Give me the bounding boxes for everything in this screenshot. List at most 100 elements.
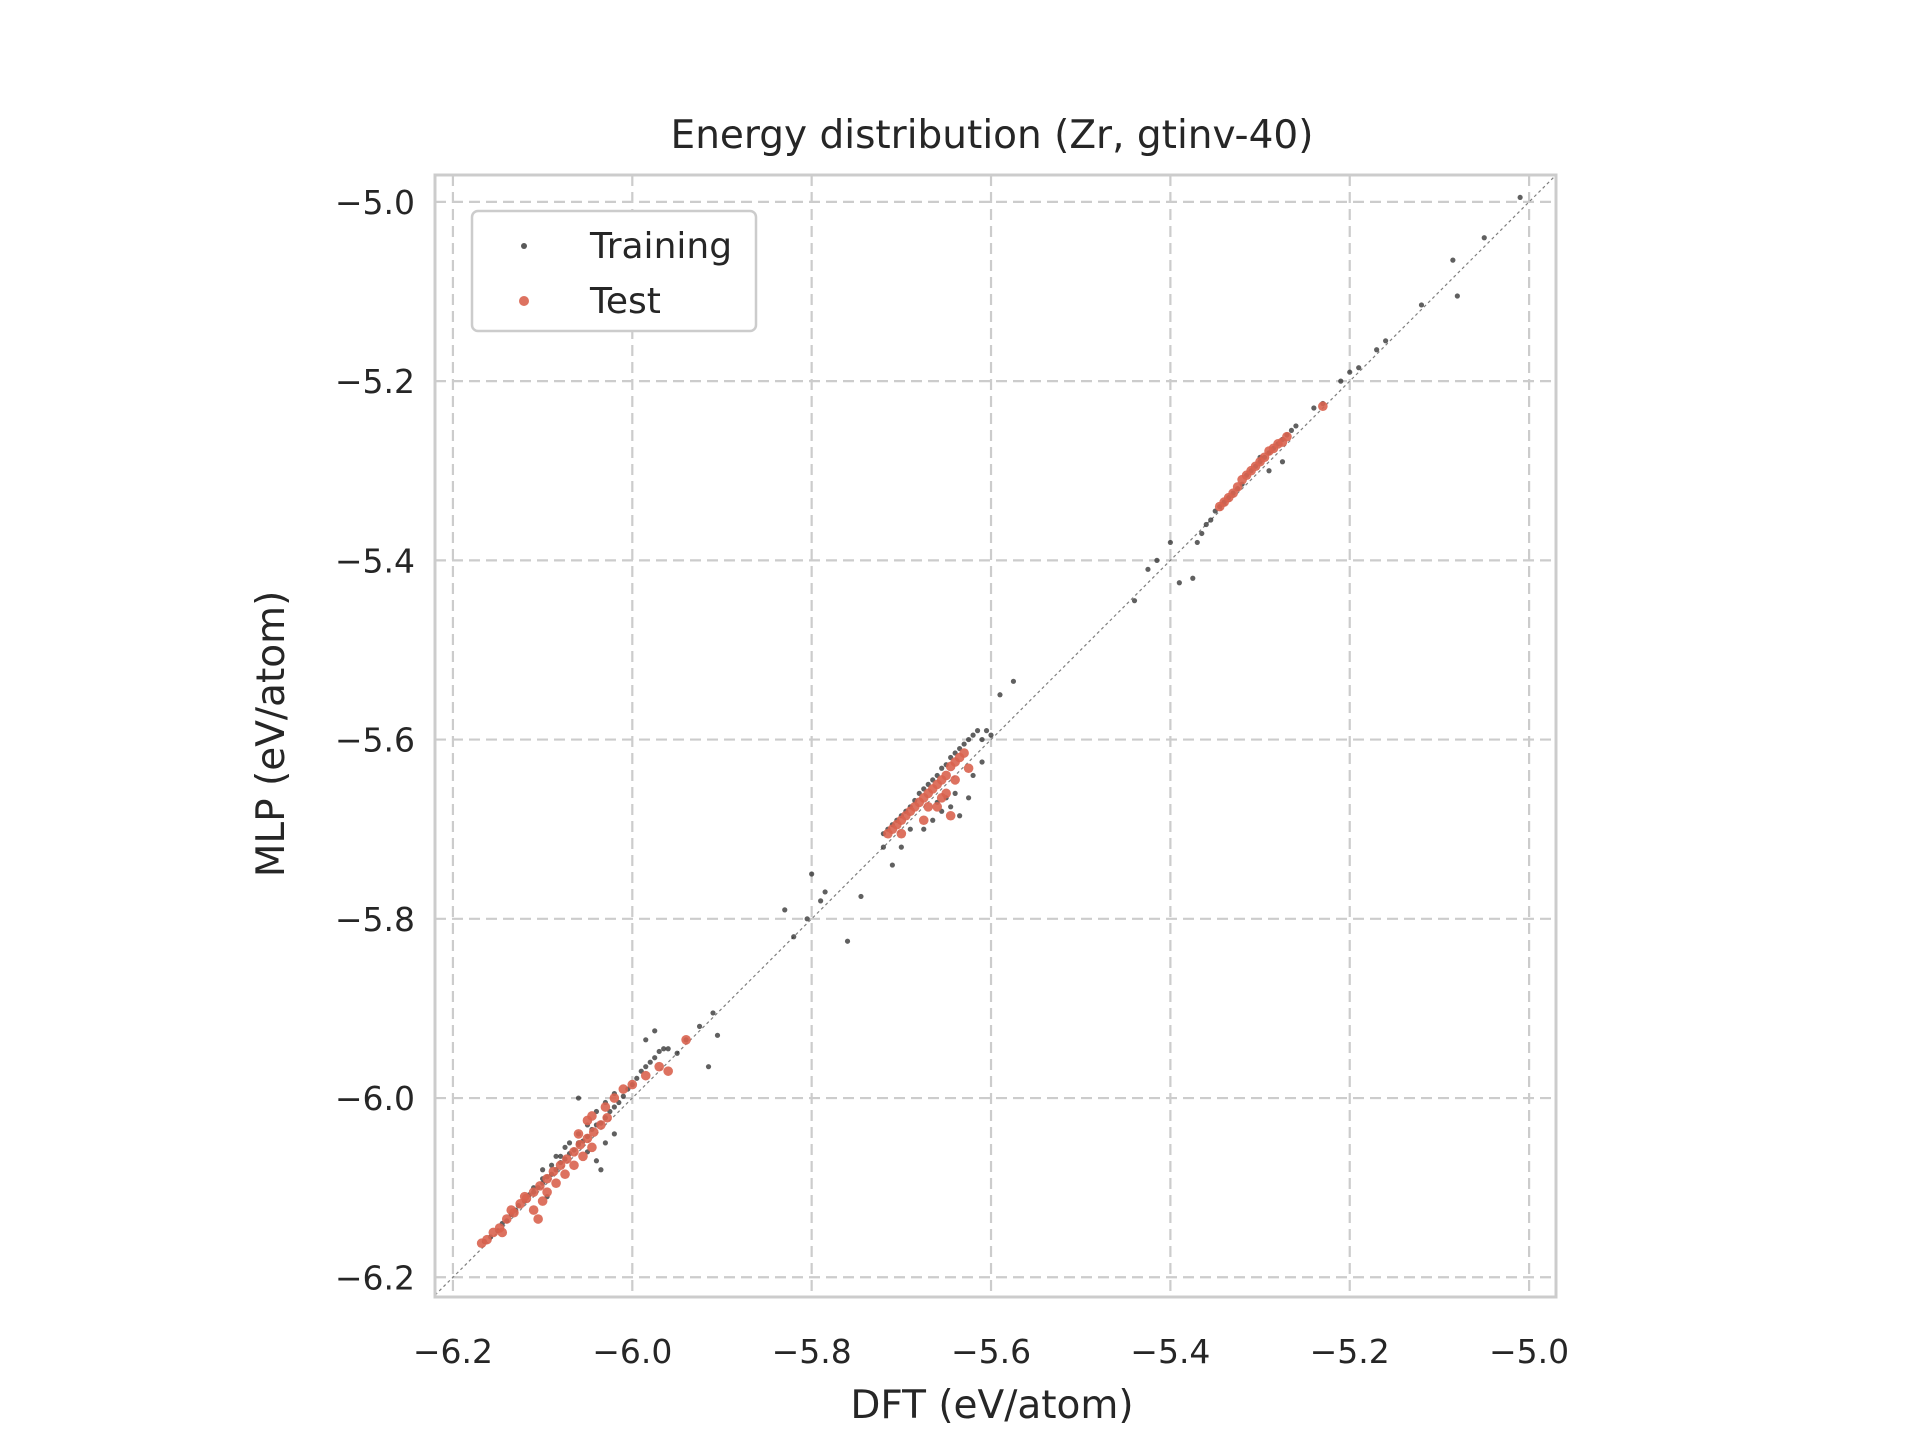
- training-point: [714, 1032, 721, 1038]
- x-tick-label: −5.8: [772, 1332, 852, 1371]
- training-point: [661, 1046, 667, 1052]
- training-point: [957, 813, 963, 819]
- test-point: [627, 1079, 638, 1090]
- training-point: [965, 795, 972, 801]
- legend-label-test: Test: [589, 281, 661, 322]
- test-point: [609, 1093, 620, 1103]
- y-tick-label: −6.0: [335, 1079, 415, 1118]
- training-point: [562, 1144, 568, 1150]
- training-point: [1288, 427, 1295, 434]
- training-point: [647, 1059, 653, 1065]
- test-point: [1318, 401, 1328, 412]
- training-point: [1293, 423, 1299, 429]
- test-point: [587, 1142, 597, 1153]
- training-point: [1145, 566, 1151, 572]
- test-point: [602, 1112, 612, 1123]
- training-point: [939, 765, 945, 771]
- test-point: [959, 748, 969, 758]
- training-point: [809, 871, 815, 877]
- training-point: [652, 1055, 658, 1061]
- training-point: [1517, 194, 1523, 201]
- test-point: [506, 1205, 517, 1215]
- training-point: [1208, 517, 1214, 523]
- test-point: [548, 1166, 559, 1177]
- test-point: [482, 1234, 492, 1245]
- y-tick-label: −5.2: [335, 362, 415, 401]
- training-point: [548, 1162, 555, 1168]
- x-tick-label: −6.2: [413, 1332, 493, 1371]
- test-point: [569, 1147, 579, 1157]
- training-point: [970, 732, 976, 738]
- training-point: [804, 916, 810, 922]
- test-point: [681, 1035, 691, 1045]
- training-point: [1311, 405, 1317, 411]
- training-point: [907, 826, 913, 832]
- training-point: [656, 1048, 662, 1055]
- training-point: [979, 736, 985, 743]
- test-point: [542, 1187, 552, 1197]
- training-point: [1167, 539, 1173, 546]
- training-point: [889, 862, 895, 868]
- training-point: [1450, 257, 1456, 263]
- test-point: [535, 1181, 545, 1191]
- test-point: [923, 801, 934, 812]
- training-point: [1347, 369, 1353, 375]
- test-point: [560, 1169, 570, 1180]
- legend-label-training: Training: [589, 226, 732, 267]
- training-point: [652, 1028, 658, 1034]
- training-point: [1374, 347, 1380, 353]
- test-point: [575, 1139, 586, 1150]
- training-point: [1266, 468, 1272, 474]
- training-point: [1010, 678, 1017, 684]
- training-point: [974, 728, 981, 734]
- training-point: [540, 1167, 546, 1173]
- legend-marker-training: [521, 243, 527, 249]
- test-point: [963, 763, 974, 774]
- training-point: [602, 1140, 608, 1146]
- x-tick-label: −6.0: [592, 1332, 672, 1371]
- training-point: [557, 1153, 564, 1159]
- test-point: [519, 1191, 530, 1202]
- reference-diagonal: [434, 174, 1557, 1296]
- training-point: [1194, 539, 1200, 546]
- y-tick-label: −5.4: [335, 541, 415, 580]
- test-point: [562, 1154, 572, 1164]
- training-point: [988, 732, 994, 738]
- test-point: [573, 1129, 584, 1139]
- x-tick-labels: −6.2 −6.0 −5.8 −5.6 −5.4 −5.2 −5.0: [413, 1332, 1569, 1371]
- x-tick-label: −5.6: [951, 1332, 1031, 1371]
- training-point: [643, 1037, 649, 1043]
- test-point: [578, 1151, 588, 1162]
- training-point: [1203, 521, 1209, 528]
- training-point: [593, 1158, 600, 1164]
- test-point: [600, 1102, 611, 1112]
- training-point: [643, 1064, 649, 1070]
- identity-line: [434, 174, 1557, 1296]
- training-point: [979, 759, 985, 765]
- training-point: [705, 1064, 712, 1070]
- test-point: [537, 1196, 548, 1206]
- test-point: [663, 1066, 673, 1076]
- training-point: [791, 934, 797, 940]
- test-point: [587, 1111, 597, 1121]
- x-axis-label: DFT (eV/atom): [850, 1383, 1133, 1428]
- test-point: [528, 1187, 539, 1197]
- test-point: [596, 1120, 606, 1130]
- training-point: [1199, 530, 1205, 537]
- legend-box: [470, 209, 758, 333]
- test-point: [542, 1173, 552, 1184]
- y-tick-labels: −6.2 −6.0 −5.8 −5.6 −5.4 −5.2 −5.0: [335, 183, 415, 1297]
- test-series: [476, 401, 1328, 1249]
- training-point: [948, 804, 954, 810]
- training-point: [1454, 293, 1460, 299]
- training-point: [1131, 598, 1138, 604]
- test-point: [936, 793, 947, 803]
- x-tick-label: −5.0: [1489, 1332, 1569, 1371]
- test-point: [1282, 431, 1292, 442]
- training-point: [634, 1075, 640, 1081]
- test-point: [528, 1205, 539, 1215]
- training-point: [858, 893, 864, 900]
- training-point: [952, 790, 958, 796]
- training-point: [710, 1010, 716, 1016]
